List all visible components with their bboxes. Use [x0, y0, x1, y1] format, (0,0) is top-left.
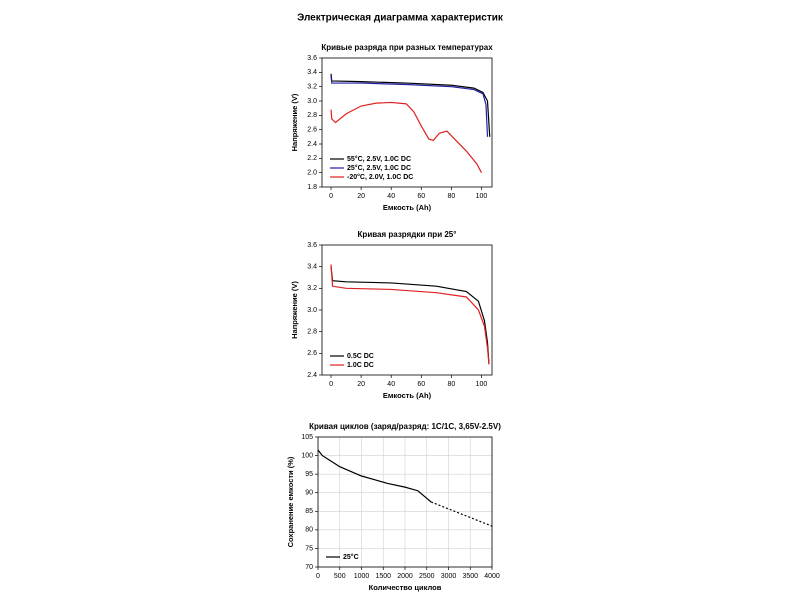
y-tick-label: 85 [305, 508, 313, 515]
y-tick-label: 3.2 [307, 285, 317, 292]
data-line [330, 101, 483, 173]
y-axis-label: Напряжение (V) [290, 281, 299, 339]
data-line [330, 264, 490, 365]
plot-frame [317, 436, 493, 568]
x-tick-label: 100 [476, 193, 488, 200]
y-tick-label: 90 [305, 490, 313, 497]
y-tick-label: 2.4 [307, 141, 317, 148]
x-tick-label: 0 [316, 573, 320, 580]
x-tick-label: 0 [329, 193, 333, 200]
y-tick-label: 95 [305, 471, 313, 478]
x-tick-label: 2000 [397, 573, 413, 580]
y-tick-label: 2.6 [307, 127, 317, 134]
chart-title: Кривая циклов (заряд/разряд: 1C/1C, 3,65… [309, 422, 501, 431]
page-title: Электрическая диаграмма характеристик [297, 13, 504, 24]
y-tick-label: 3.4 [307, 69, 317, 76]
y-tick-label: 2.2 [307, 155, 317, 162]
x-tick-label: 4000 [484, 573, 500, 580]
chart-title: Кривая разрядки при 25° [358, 230, 457, 239]
y-tick-label: 70 [305, 564, 313, 571]
x-tick-label: 60 [417, 381, 425, 388]
x-tick-label: 3500 [462, 573, 478, 580]
x-axis-label: Емкость (Ah) [383, 203, 432, 212]
x-tick-label: 500 [334, 573, 346, 580]
x-tick-label: 60 [417, 193, 425, 200]
x-tick-label: 1000 [354, 573, 370, 580]
y-tick-label: 2.4 [307, 372, 317, 379]
x-tick-label: 100 [476, 381, 488, 388]
data-line [330, 266, 490, 365]
x-tick-label: 0 [329, 381, 333, 388]
legend-label: 25°C [343, 553, 359, 561]
y-tick-label: 2.8 [307, 329, 317, 336]
x-tick-label: 40 [387, 193, 395, 200]
y-tick-label: 3.0 [307, 98, 317, 105]
x-tick-label: 20 [357, 381, 365, 388]
y-tick-label: 2.6 [307, 350, 317, 357]
x-tick-label: 20 [357, 193, 365, 200]
x-tick-label: 80 [447, 381, 455, 388]
data-line [430, 501, 493, 527]
data-line [317, 449, 432, 503]
legend-label: 25°C, 2.5V, 1.0C DC [347, 164, 411, 172]
y-tick-label: 105 [301, 434, 313, 441]
x-tick-label: 2500 [419, 573, 435, 580]
y-tick-label: 3.2 [307, 84, 317, 91]
y-tick-label: 3.6 [307, 55, 317, 62]
y-tick-label: 2.8 [307, 112, 317, 119]
y-tick-label: 80 [305, 527, 313, 534]
data-line [330, 73, 491, 137]
x-axis-label: Количество циклов [369, 583, 442, 592]
y-tick-label: 3.4 [307, 264, 317, 271]
chart-title: Кривые разряда при разных температурах [321, 43, 493, 52]
y-tick-label: 3.0 [307, 307, 317, 314]
x-tick-label: 1500 [375, 573, 391, 580]
plot-frame [321, 57, 493, 188]
legend-label: -20°C, 2.0V, 1.0C DC [347, 173, 413, 181]
y-tick-label: 2.0 [307, 170, 317, 177]
legend-label: 0.5C DC [347, 353, 374, 360]
y-tick-label: 1.8 [307, 184, 317, 191]
data-line [330, 75, 489, 137]
y-tick-label: 3.6 [307, 242, 317, 249]
y-axis-label: Напряжение (V) [290, 93, 299, 151]
x-tick-label: 3000 [441, 573, 457, 580]
y-axis-label: Сохранение емкости (%) [286, 456, 295, 547]
y-tick-label: 100 [301, 452, 313, 459]
x-tick-label: 40 [387, 381, 395, 388]
x-axis-label: Емкость (Ah) [383, 391, 432, 400]
legend-label: 1.0C DC [347, 362, 374, 369]
y-tick-label: 75 [305, 545, 313, 552]
legend-label: 55°C, 2.5V, 1.0C DC [347, 155, 411, 163]
x-tick-label: 80 [447, 193, 455, 200]
plot-frame [321, 244, 493, 376]
